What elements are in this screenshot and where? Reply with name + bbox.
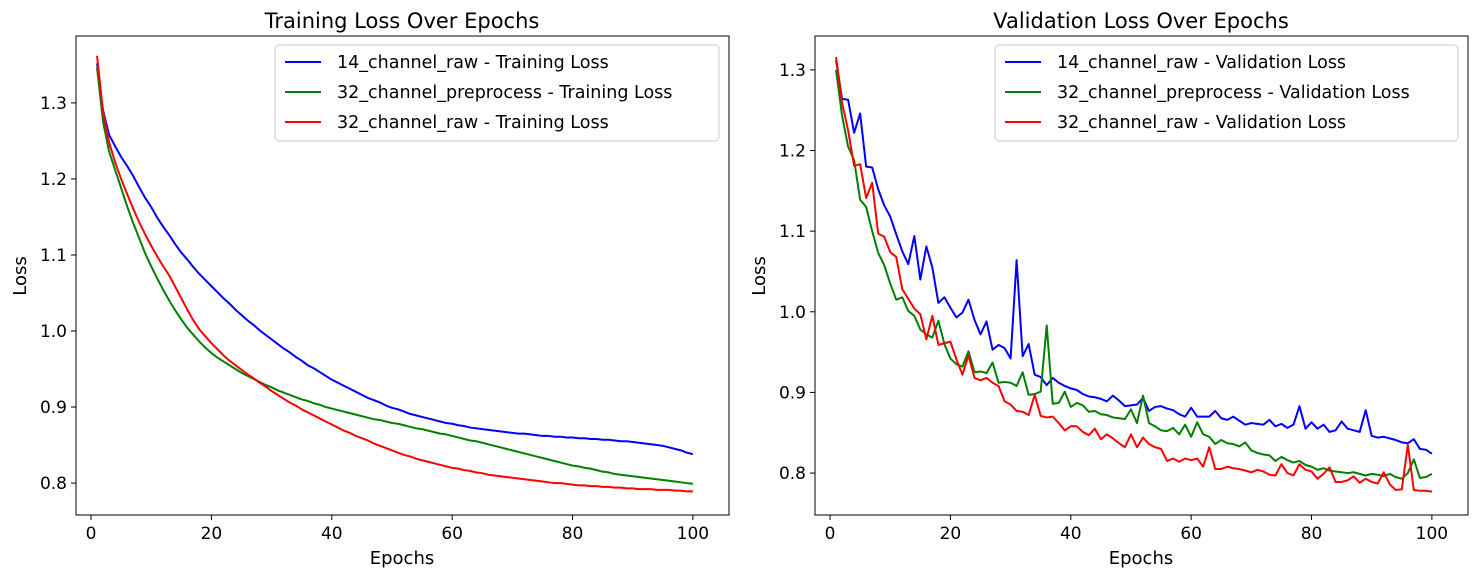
x-tick-label: 0 (86, 524, 97, 544)
series-layer (96, 55, 694, 493)
y-tick-label: 1.3 (40, 94, 67, 114)
y-tick-label: 0.9 (779, 383, 806, 403)
x-tick-label: 100 (1416, 524, 1448, 544)
y-axis-ticks: 0.8 0.9 1.0 1.1 1.2 1.3 (779, 61, 815, 484)
x-tick-label: 60 (441, 524, 463, 544)
legend-box (994, 44, 1459, 142)
y-tick-label: 0.8 (40, 474, 67, 494)
chart-title: Validation Loss Over Epochs (993, 9, 1289, 33)
chart-title: Training Loss Over Epochs (264, 9, 540, 33)
y-axis-ticks: 0.8 0.9 1.0 1.1 1.2 1.3 (40, 94, 76, 494)
x-axis-label: Epochs (370, 548, 435, 569)
x-tick-label: 100 (677, 524, 709, 544)
series-line-1 (96, 67, 694, 485)
x-axis-ticks: 0 20 40 60 80 100 (86, 515, 709, 544)
legend-box (274, 44, 720, 142)
y-tick-label: 1.0 (779, 303, 806, 323)
legend-label-1: 32_channel_preprocess - Training Loss (337, 83, 672, 103)
x-tick-label: 40 (321, 524, 343, 544)
y-tick-label: 0.8 (779, 464, 806, 484)
y-tick-label: 0.9 (40, 398, 67, 418)
y-tick-label: 1.2 (779, 142, 806, 162)
validation-loss-chart: Validation Loss Over Epochs 0 20 40 60 80 100… (749, 9, 1469, 569)
legend-label-1: 32_channel_preprocess - Validation Loss (1057, 83, 1410, 103)
legend-label-0: 14_channel_raw - Validation Loss (1057, 53, 1346, 73)
series-line-2 (96, 55, 693, 493)
x-tick-label: 0 (825, 524, 836, 544)
x-tick-label: 20 (201, 524, 223, 544)
plot-frame (75, 35, 730, 516)
legend-label-0: 14_channel_raw - Training Loss (337, 53, 609, 73)
series-line-0 (835, 60, 1433, 455)
y-tick-label: 1.1 (40, 246, 67, 266)
plot-frame (814, 35, 1469, 516)
training-loss-chart: Training Loss Over Epochs 0 20 40 60 80 100 0… (10, 9, 730, 569)
x-tick-label: 80 (1301, 524, 1323, 544)
y-tick-label: 1.1 (779, 222, 806, 242)
x-tick-label: 40 (1060, 524, 1082, 544)
series-line-0 (96, 63, 694, 456)
x-tick-label: 80 (562, 524, 584, 544)
legend-label-2: 32_channel_raw - Validation Loss (1057, 113, 1346, 133)
x-axis-ticks: 0 20 40 60 80 100 (825, 515, 1448, 544)
y-axis-label: Loss (749, 256, 770, 295)
y-tick-label: 1.2 (40, 170, 67, 190)
x-tick-label: 60 (1180, 524, 1202, 544)
legend: 14_channel_raw - Validation Loss 32_chan… (994, 44, 1459, 142)
x-tick-label: 20 (940, 524, 962, 544)
legend: 14_channel_raw - Training Loss 32_channe… (274, 44, 720, 142)
series-line-2 (835, 56, 1433, 493)
legend-label-2: 32_channel_raw - Training Loss (337, 113, 609, 133)
y-tick-label: 1.0 (40, 322, 67, 342)
y-axis-label: Loss (10, 256, 31, 295)
y-tick-label: 1.3 (779, 61, 806, 81)
series-layer (835, 56, 1433, 493)
x-axis-label: Epochs (1109, 548, 1174, 569)
